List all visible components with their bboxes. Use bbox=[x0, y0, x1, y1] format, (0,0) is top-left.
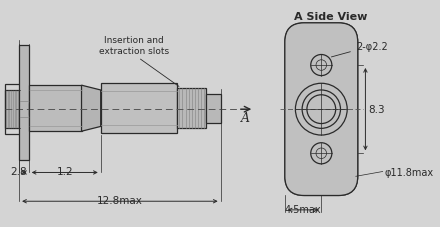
Text: 2.8: 2.8 bbox=[10, 167, 26, 177]
Bar bbox=[101, 84, 177, 133]
Text: A Side View: A Side View bbox=[294, 12, 367, 22]
Text: 2-φ2.2: 2-φ2.2 bbox=[331, 42, 388, 58]
Bar bbox=[5, 91, 19, 129]
Text: φ11.8max: φ11.8max bbox=[385, 167, 434, 177]
Text: Insertion and
extraction slots: Insertion and extraction slots bbox=[99, 36, 179, 87]
Bar bbox=[206, 94, 220, 123]
Bar bbox=[29, 86, 81, 132]
Text: 1.2: 1.2 bbox=[56, 167, 73, 177]
Bar bbox=[177, 89, 206, 129]
Bar bbox=[5, 85, 20, 135]
Text: A: A bbox=[241, 112, 250, 125]
Polygon shape bbox=[81, 86, 101, 132]
Text: 4.5max: 4.5max bbox=[285, 204, 321, 214]
Bar bbox=[19, 46, 29, 160]
Text: 12.8max: 12.8max bbox=[97, 195, 143, 205]
FancyBboxPatch shape bbox=[285, 24, 358, 196]
Bar bbox=[29, 104, 31, 115]
Text: 8.3: 8.3 bbox=[368, 105, 385, 115]
